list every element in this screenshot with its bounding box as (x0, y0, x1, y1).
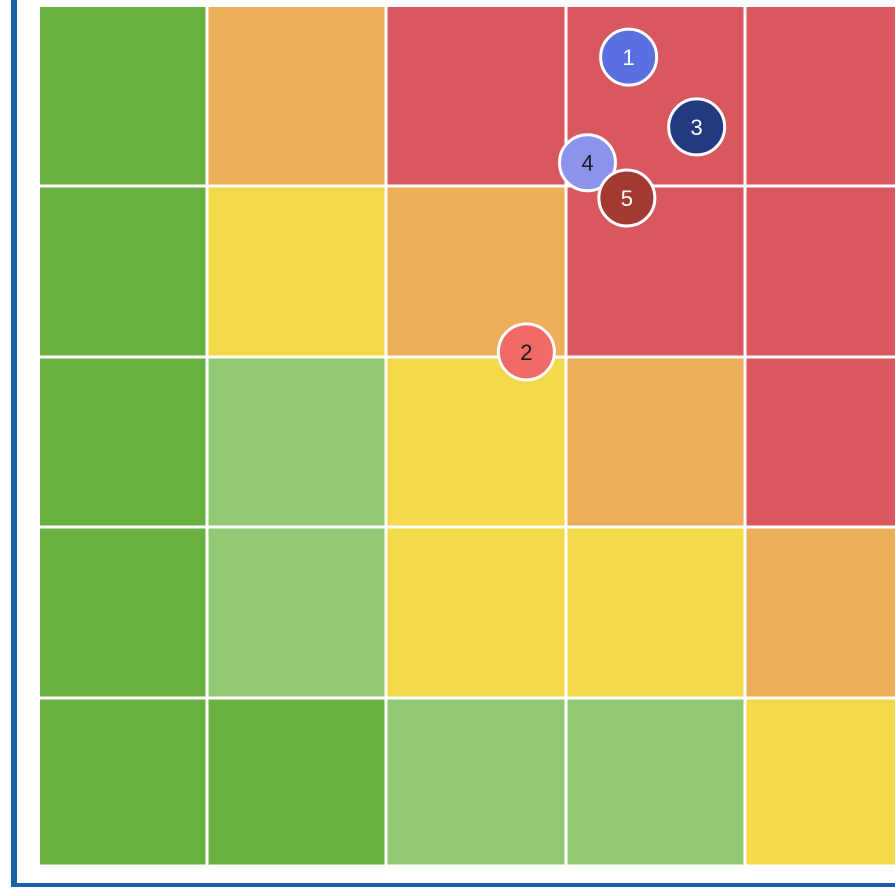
matrix-cell-r4-c4 (567, 528, 744, 697)
matrix-cell-r3-c5 (746, 358, 895, 526)
frame-bottom-border (11, 883, 895, 887)
matrix-cell-r1-c3 (387, 7, 565, 185)
risk-marker-1[interactable]: 1 (599, 27, 659, 87)
matrix-cell-r3-c2 (208, 358, 385, 526)
matrix-markers: 1 2 3 4 5 (496, 27, 727, 382)
matrix-cell-r5-c4 (567, 699, 744, 865)
matrix-cell-r4-c1 (40, 528, 206, 697)
matrix-cell-r2-c5 (746, 187, 895, 356)
matrix-cell-r1-c1 (40, 7, 206, 185)
matrix-cell-r4-c3 (387, 528, 565, 697)
risk-marker-circle[interactable] (557, 133, 617, 193)
risk-marker-label: 5 (621, 186, 633, 211)
matrix-cell-r5-c2 (208, 699, 385, 865)
matrix-cell-r4-c2 (208, 528, 385, 697)
risk-marker-circle[interactable] (496, 322, 556, 382)
risk-marker-5[interactable]: 5 (597, 168, 657, 228)
matrix-cell-r2-c1 (40, 187, 206, 356)
matrix-cell-r5-c5 (746, 699, 895, 865)
matrix-cell-r4-c5 (746, 528, 895, 697)
risk-marker-label: 1 (623, 45, 635, 70)
risk-marker-2[interactable]: 2 (496, 322, 556, 382)
matrix-cell-r2-c4 (567, 187, 744, 356)
risk-marker-circle[interactable] (597, 168, 657, 228)
risk-marker-circle[interactable] (599, 27, 659, 87)
matrix-cell-r1-c2 (208, 7, 385, 185)
frame-left-border (11, 0, 17, 886)
matrix-cell-r1-c5 (746, 7, 895, 185)
risk-marker-label: 3 (691, 115, 703, 140)
matrix-cell-r3-c1 (40, 358, 206, 526)
risk-marker-label: 2 (520, 340, 532, 365)
risk-marker-circle[interactable] (667, 97, 727, 157)
matrix-cell-r5-c3 (387, 699, 565, 865)
matrix-cell-r3-c3 (387, 358, 565, 526)
risk-marker-4[interactable]: 4 (557, 133, 617, 193)
matrix-cell-r5-c1 (40, 699, 206, 865)
matrix-cells (40, 7, 895, 865)
matrix-cell-r2-c2 (208, 187, 385, 356)
risk-marker-3[interactable]: 3 (667, 97, 727, 157)
risk-marker-label: 4 (581, 151, 593, 176)
matrix-cell-r3-c4 (567, 358, 744, 526)
